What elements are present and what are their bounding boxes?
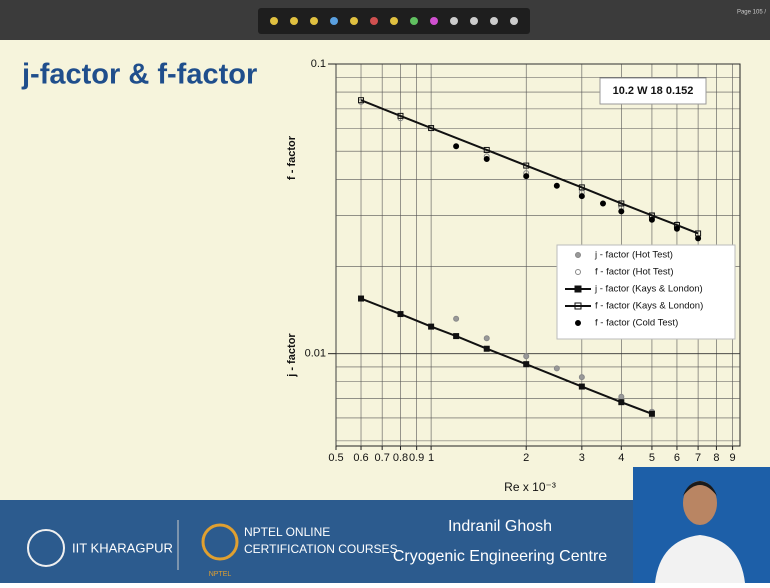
data-point	[649, 217, 654, 222]
legend-marker	[575, 286, 581, 292]
data-point	[484, 156, 489, 161]
footer-nptel-1: NPTEL ONLINE	[244, 525, 330, 539]
slide-title: j-factor & f-factor	[21, 59, 257, 91]
data-point	[554, 183, 559, 188]
y-tick-label: 0.1	[311, 58, 326, 70]
page: Page 105 / j-factor & f-factor 0.5 0.6 0.7…	[0, 0, 770, 583]
x-tick-label: 8	[713, 452, 719, 464]
data-point	[454, 334, 459, 339]
data-point	[579, 384, 584, 389]
data-point	[674, 226, 679, 231]
data-point	[524, 354, 529, 359]
x-tick-label: 2	[523, 452, 529, 464]
x-axis-label: Re x 10⁻³	[504, 480, 556, 494]
screen: Page 105 / j-factor & f-factor 0.5 0.6 0.7…	[0, 0, 770, 583]
data-point	[454, 316, 459, 321]
data-point	[579, 194, 584, 199]
legend-label: f - factor (Cold Test)	[595, 318, 678, 329]
x-tick-label: 4	[618, 452, 624, 464]
footer-institute: IIT KHARAGPUR	[72, 540, 173, 555]
data-point	[484, 346, 489, 351]
y-axis-label: f - factor	[286, 135, 298, 180]
x-tick-label: 3	[579, 452, 585, 464]
page-number: Page 105 /	[737, 10, 766, 16]
x-tick-label: 0.8	[393, 452, 408, 464]
x-tick-label: 1	[428, 452, 434, 464]
x-tick-label: 5	[649, 452, 655, 464]
x-tick-label: 0.5	[328, 452, 343, 464]
data-point	[454, 144, 459, 149]
presenter-video	[633, 467, 770, 583]
data-point	[429, 324, 434, 329]
data-point	[619, 400, 624, 405]
nptel-logo-text: NPTEL	[209, 571, 232, 578]
data-point	[619, 394, 624, 399]
x-tick-label: 7	[695, 452, 701, 464]
x-tick-label: 6	[674, 452, 680, 464]
legend-label: f - factor (Hot Test)	[595, 267, 673, 278]
data-point	[524, 362, 529, 367]
data-point	[600, 201, 605, 206]
y-tick-label: 0.01	[305, 348, 326, 360]
legend-label: j - factor (Kays & London)	[594, 284, 703, 295]
x-tick-label: 9	[730, 452, 736, 464]
x-tick-label: 0.6	[353, 452, 368, 464]
x-tick-label: 0.7	[375, 452, 390, 464]
data-point	[554, 366, 559, 371]
annotation: 10.2 W 18 0.152	[613, 85, 694, 97]
data-point	[619, 209, 624, 214]
data-point	[649, 411, 654, 416]
legend-marker	[576, 321, 581, 326]
legend-label: f - factor (Kays & London)	[595, 301, 703, 312]
data-point	[484, 336, 489, 341]
data-point	[579, 375, 584, 380]
legend-marker	[576, 253, 581, 258]
legend-label: j - factor (Hot Test)	[594, 250, 673, 261]
footer-department: Cryogenic Engineering Centre	[393, 548, 607, 565]
footer-nptel-2: CERTIFICATION COURSES	[244, 542, 398, 556]
y-axis-label: j - factor	[286, 333, 298, 378]
x-tick-label: 0.9	[409, 452, 424, 464]
data-point	[398, 312, 403, 317]
data-point	[696, 236, 701, 241]
footer-speaker: Indranil Ghosh	[448, 518, 552, 535]
data-point	[524, 174, 529, 179]
data-point	[359, 296, 364, 301]
